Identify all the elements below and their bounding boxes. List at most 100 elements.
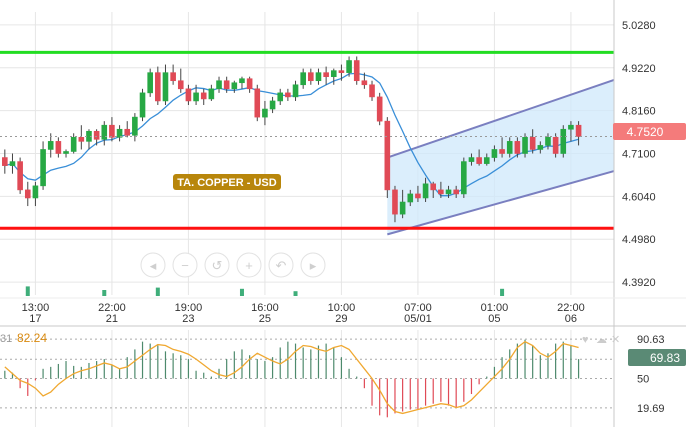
volume-bar (293, 291, 298, 296)
candle (369, 80, 375, 101)
x-tick-time: 07:00 (404, 302, 432, 314)
candle-body (292, 84, 299, 98)
candle (560, 125, 567, 158)
candle-body (483, 157, 490, 164)
candle-body (560, 128, 567, 154)
zoom-in-icon[interactable]: + (236, 252, 262, 278)
candle-body (445, 189, 452, 195)
candle (47, 133, 54, 158)
candle (430, 181, 437, 198)
candle-body (200, 92, 207, 100)
zoom-out-icon-circle (172, 252, 198, 278)
y-tick-label: 4.4980 (622, 234, 656, 246)
candle (453, 185, 459, 198)
candle (109, 117, 115, 142)
channel-upper-line (387, 79, 615, 159)
candle-body (506, 141, 513, 154)
candle (24, 181, 31, 207)
reset-zoom-icon[interactable]: ↺ (204, 252, 230, 278)
candle (285, 88, 291, 101)
oscillator-current-tag: 69.83 (650, 351, 680, 365)
candle-body (415, 193, 421, 199)
candle (32, 181, 39, 207)
candle-body (262, 108, 268, 118)
candle (338, 64, 345, 81)
candle (246, 76, 253, 93)
instrument-label: TA. COPPER - USD (173, 174, 281, 190)
zoom-out-icon-glyph: − (181, 258, 189, 273)
candle-body (177, 80, 184, 90)
reset-zoom-icon-glyph: ↺ (212, 258, 223, 273)
candle-body (63, 151, 69, 154)
moving-average (4, 72, 579, 197)
axes: 5.0280 4.9220 4.8160 4.7100 4.6040 4.4980 4.39… (0, 0, 686, 427)
reset-zoom-icon-circle (204, 252, 230, 278)
candle-body (300, 72, 306, 86)
candle-body (9, 161, 16, 166)
oscillator-y-tick: 19.69 (637, 403, 665, 415)
scroll-left-icon[interactable]: ◂ (140, 252, 166, 278)
candle-body (109, 124, 115, 138)
candle-body (2, 157, 8, 166)
oscillator-value: 82.24 (17, 331, 47, 345)
oscillator-controls[interactable]: ♥ ☁ ✕ (582, 334, 620, 346)
volume-bar (25, 286, 30, 296)
volume-bar (239, 288, 244, 296)
heart-icon[interactable]: ♥ (582, 334, 589, 346)
volume-bar (102, 290, 107, 296)
cloud-icon[interactable]: ☁ (596, 334, 607, 346)
x-tick-time: 10:00 (328, 302, 356, 314)
candle (506, 137, 513, 158)
candle (70, 133, 77, 154)
instrument-label-bg (173, 174, 281, 190)
x-tick-date: 17 (29, 313, 41, 325)
x-tick-date: 05 (488, 313, 500, 325)
candle-body (399, 201, 406, 215)
candle-body (369, 84, 375, 98)
candle (461, 157, 467, 198)
close-icon[interactable]: ✕ (611, 334, 620, 346)
zoom-in-icon-glyph: + (245, 258, 253, 273)
navigation-toolbar[interactable]: ◂ − ↺ + ↶ ▸ (140, 252, 326, 278)
candle (499, 137, 505, 158)
y-tick-label: 4.7100 (622, 149, 656, 161)
oscillator-period: 31 (0, 333, 12, 345)
candle (315, 68, 322, 85)
oscillator-header: 31 82.24 (0, 331, 47, 345)
candle (323, 66, 329, 85)
x-tick-date: 29 (335, 313, 347, 325)
volume-bars (25, 286, 505, 296)
zoom-out-icon[interactable]: − (172, 252, 198, 278)
candle (200, 88, 207, 105)
last-price-tag-bg (613, 123, 686, 140)
candle (529, 129, 536, 154)
candle (575, 121, 582, 146)
candle-body (346, 60, 352, 73)
horizontal-levels[interactable] (0, 50, 614, 230)
candle (93, 129, 100, 146)
candle (361, 72, 368, 89)
candle-body (47, 141, 54, 150)
candle (17, 157, 23, 194)
candle (277, 88, 284, 105)
candle (376, 92, 383, 126)
candle-body (453, 189, 459, 195)
candle (40, 141, 46, 190)
candle-body (185, 88, 192, 102)
candle (415, 185, 421, 203)
scroll-right-icon[interactable]: ▸ (300, 252, 326, 278)
candle-body (93, 130, 100, 140)
y-tick-label: 4.9220 (622, 63, 656, 75)
undo-icon[interactable]: ↶ (268, 252, 294, 278)
candle (262, 100, 268, 126)
zoom-in-icon-circle (236, 252, 262, 278)
candle-body (78, 137, 85, 142)
x-tick-time: 16:00 (251, 302, 279, 314)
candle-body (162, 72, 169, 102)
candle (185, 84, 192, 105)
candle (300, 68, 306, 89)
candle (552, 133, 559, 158)
regression-channel (387, 79, 615, 236)
candle-body (376, 96, 383, 122)
